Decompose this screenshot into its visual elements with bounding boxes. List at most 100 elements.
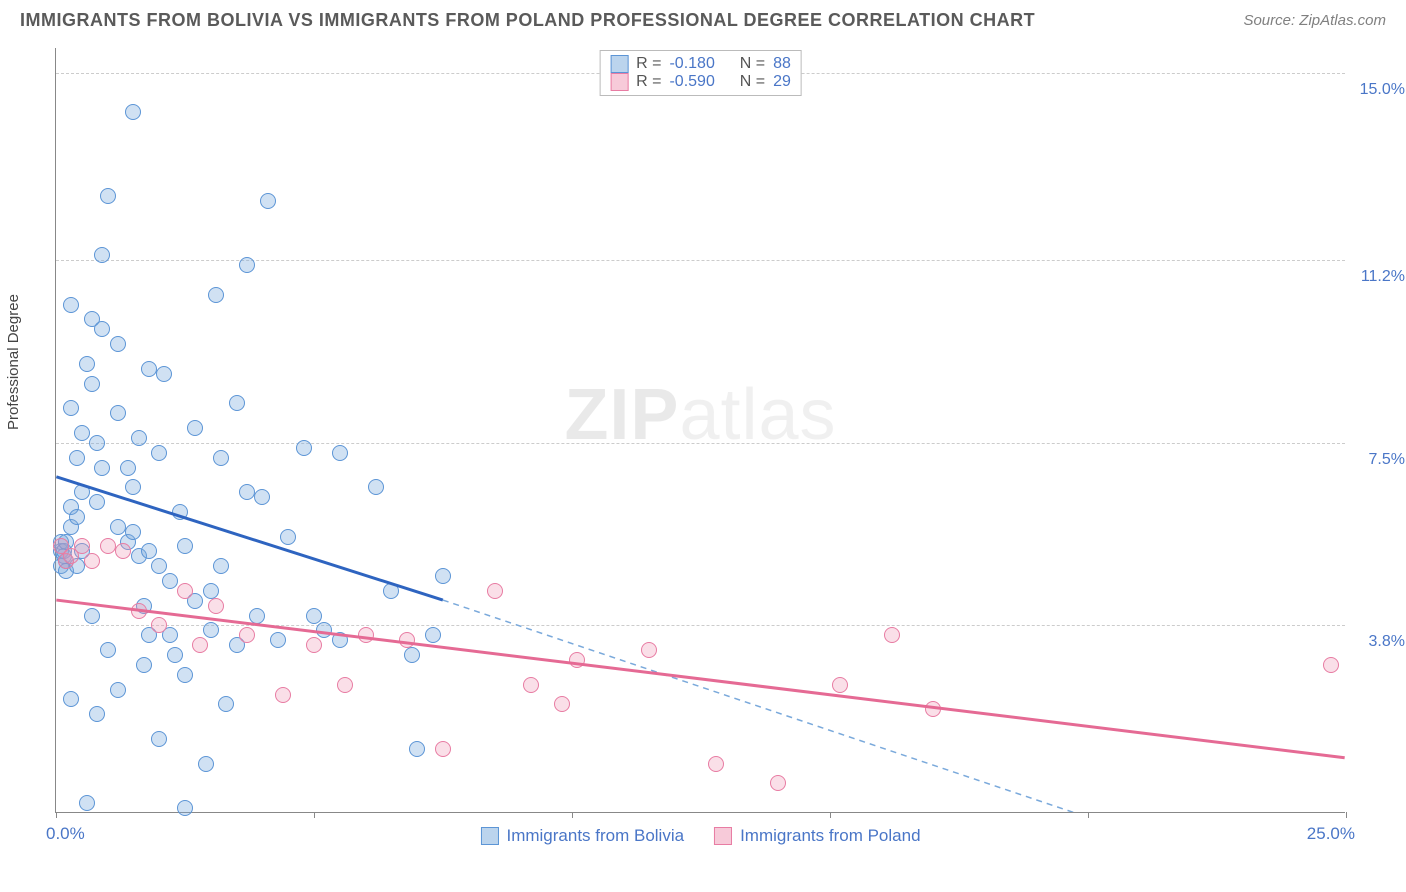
scatter-point-blue — [63, 691, 79, 707]
scatter-point-blue — [100, 188, 116, 204]
x-tick-mark — [1346, 812, 1347, 818]
scatter-point-blue — [270, 632, 286, 648]
scatter-point-pink — [569, 652, 585, 668]
n-value-blue: 88 — [773, 55, 791, 73]
scatter-point-blue — [306, 608, 322, 624]
scatter-point-blue — [213, 450, 229, 466]
x-tick-mark — [830, 812, 831, 818]
scatter-point-blue — [63, 297, 79, 313]
scatter-point-blue — [172, 504, 188, 520]
scatter-point-pink — [337, 677, 353, 693]
y-tick-label: 11.2% — [1350, 268, 1405, 286]
scatter-point-blue — [162, 573, 178, 589]
scatter-point-blue — [167, 647, 183, 663]
scatter-point-pink — [151, 617, 167, 633]
legend-label-pink: Immigrants from Poland — [740, 826, 920, 846]
bottom-legend: Immigrants from Bolivia Immigrants from … — [480, 826, 920, 846]
source-text: Source: ZipAtlas.com — [1243, 12, 1386, 29]
gridline — [56, 625, 1345, 626]
x-axis-end: 25.0% — [1307, 824, 1355, 844]
scatter-point-blue — [260, 193, 276, 209]
scatter-point-blue — [100, 642, 116, 658]
scatter-point-blue — [110, 336, 126, 352]
x-tick-mark — [56, 812, 57, 818]
y-tick-label: 15.0% — [1350, 81, 1405, 99]
scatter-point-pink — [306, 637, 322, 653]
legend-swatch-pink-icon — [714, 827, 732, 845]
scatter-point-blue — [425, 627, 441, 643]
scatter-point-blue — [151, 558, 167, 574]
scatter-point-blue — [110, 519, 126, 535]
stats-row-blue: R = -0.180 N = 88 — [610, 55, 791, 73]
scatter-point-blue — [332, 445, 348, 461]
scatter-point-blue — [110, 682, 126, 698]
scatter-point-blue — [203, 583, 219, 599]
scatter-point-blue — [120, 460, 136, 476]
scatter-point-blue — [151, 731, 167, 747]
scatter-point-blue — [316, 622, 332, 638]
y-axis-label: Professional Degree — [5, 294, 22, 430]
scatter-point-blue — [125, 479, 141, 495]
n-label: N = — [740, 55, 765, 73]
scatter-point-blue — [79, 795, 95, 811]
scatter-point-pink — [84, 553, 100, 569]
scatter-point-blue — [131, 430, 147, 446]
scatter-point-blue — [213, 558, 229, 574]
scatter-point-blue — [383, 583, 399, 599]
scatter-point-blue — [141, 543, 157, 559]
scatter-point-pink — [399, 632, 415, 648]
swatch-pink-icon — [610, 73, 628, 91]
chart-plot-area: ZIPatlas 15.0%11.2%7.5%3.8% R = -0.180 N… — [55, 48, 1345, 813]
scatter-point-blue — [435, 568, 451, 584]
r-label: R = — [636, 73, 661, 91]
scatter-point-blue — [89, 494, 105, 510]
x-tick-mark — [314, 812, 315, 818]
r-label: R = — [636, 55, 661, 73]
scatter-point-pink — [177, 583, 193, 599]
legend-label-blue: Immigrants from Bolivia — [506, 826, 684, 846]
scatter-point-blue — [74, 484, 90, 500]
x-axis-start: 0.0% — [46, 824, 85, 844]
scatter-point-pink — [192, 637, 208, 653]
scatter-point-pink — [832, 677, 848, 693]
scatter-point-blue — [203, 622, 219, 638]
scatter-point-blue — [177, 538, 193, 554]
scatter-point-blue — [198, 756, 214, 772]
scatter-point-pink — [74, 538, 90, 554]
scatter-point-blue — [177, 667, 193, 683]
scatter-point-blue — [332, 632, 348, 648]
stats-row-pink: R = -0.590 N = 29 — [610, 73, 791, 91]
x-tick-mark — [572, 812, 573, 818]
y-tick-label: 7.5% — [1350, 451, 1405, 469]
scatter-point-blue — [136, 657, 152, 673]
scatter-point-blue — [404, 647, 420, 663]
scatter-point-pink — [770, 775, 786, 791]
scatter-point-pink — [208, 598, 224, 614]
scatter-point-pink — [435, 741, 451, 757]
scatter-point-blue — [69, 450, 85, 466]
y-tick-label: 3.8% — [1350, 633, 1405, 651]
scatter-point-blue — [125, 524, 141, 540]
scatter-point-blue — [89, 706, 105, 722]
scatter-point-pink — [554, 696, 570, 712]
legend-item-pink: Immigrants from Poland — [714, 826, 920, 846]
scatter-point-blue — [141, 361, 157, 377]
scatter-point-blue — [84, 376, 100, 392]
scatter-point-blue — [229, 395, 245, 411]
scatter-point-pink — [708, 756, 724, 772]
chart-title: IMMIGRANTS FROM BOLIVIA VS IMMIGRANTS FR… — [20, 10, 1035, 31]
scatter-point-blue — [125, 104, 141, 120]
scatter-point-blue — [239, 484, 255, 500]
legend-swatch-blue-icon — [480, 827, 498, 845]
scatter-point-blue — [239, 257, 255, 273]
scatter-point-blue — [63, 400, 79, 416]
r-value-pink: -0.590 — [669, 73, 714, 91]
scatter-point-blue — [110, 405, 126, 421]
trend-lines — [56, 48, 1345, 812]
n-label: N = — [740, 73, 765, 91]
legend-item-blue: Immigrants from Bolivia — [480, 826, 684, 846]
scatter-point-blue — [84, 608, 100, 624]
scatter-point-blue — [280, 529, 296, 545]
scatter-point-blue — [249, 608, 265, 624]
scatter-point-pink — [115, 543, 131, 559]
